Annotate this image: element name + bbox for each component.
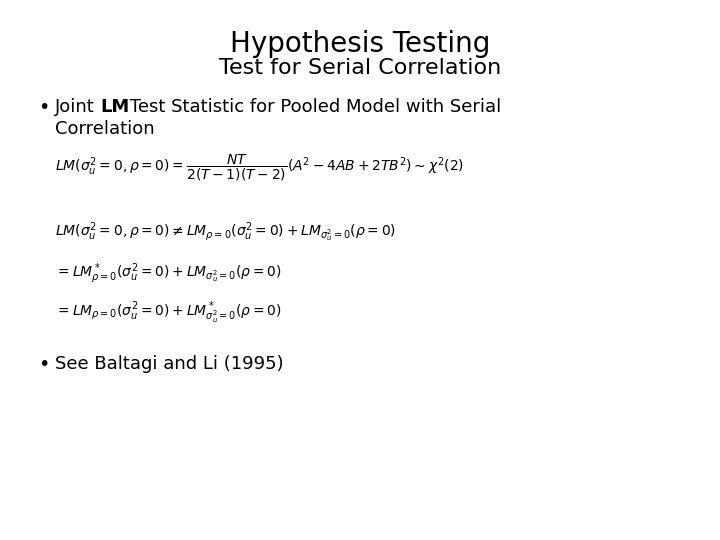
Text: Test for Serial Correlation: Test for Serial Correlation [219, 58, 501, 78]
Text: $LM(\sigma_u^2 = 0, \rho = 0) \neq LM_{\rho=0}(\sigma_u^2 = 0) + LM_{\sigma_u^2=: $LM(\sigma_u^2 = 0, \rho = 0) \neq LM_{\… [55, 220, 396, 244]
Text: Correlation: Correlation [55, 120, 155, 138]
Text: See Baltagi and Li (1995): See Baltagi and Li (1995) [55, 355, 284, 373]
Text: $LM(\sigma_u^2 = 0, \rho = 0) = \dfrac{NT}{2(T-1)(T-2)}\left(A^2 - 4AB + 2TB^2\r: $LM(\sigma_u^2 = 0, \rho = 0) = \dfrac{N… [55, 153, 464, 184]
Text: $= LM_{\rho=0}(\sigma_u^2 = 0) + LM^*_{\sigma_u^2=0}(\rho = 0)$: $= LM_{\rho=0}(\sigma_u^2 = 0) + LM^*_{\… [55, 300, 282, 326]
Text: Hypothesis Testing: Hypothesis Testing [230, 30, 490, 58]
Text: LM: LM [100, 98, 130, 116]
Text: Joint: Joint [55, 98, 101, 116]
Text: •: • [38, 355, 50, 374]
Text: Test Statistic for Pooled Model with Serial: Test Statistic for Pooled Model with Ser… [124, 98, 501, 116]
Text: •: • [38, 98, 50, 117]
Text: $= LM^*_{\rho=0}(\sigma_u^2 = 0) + LM_{\sigma_u^2=0}(\rho = 0)$: $= LM^*_{\rho=0}(\sigma_u^2 = 0) + LM_{\… [55, 262, 282, 287]
